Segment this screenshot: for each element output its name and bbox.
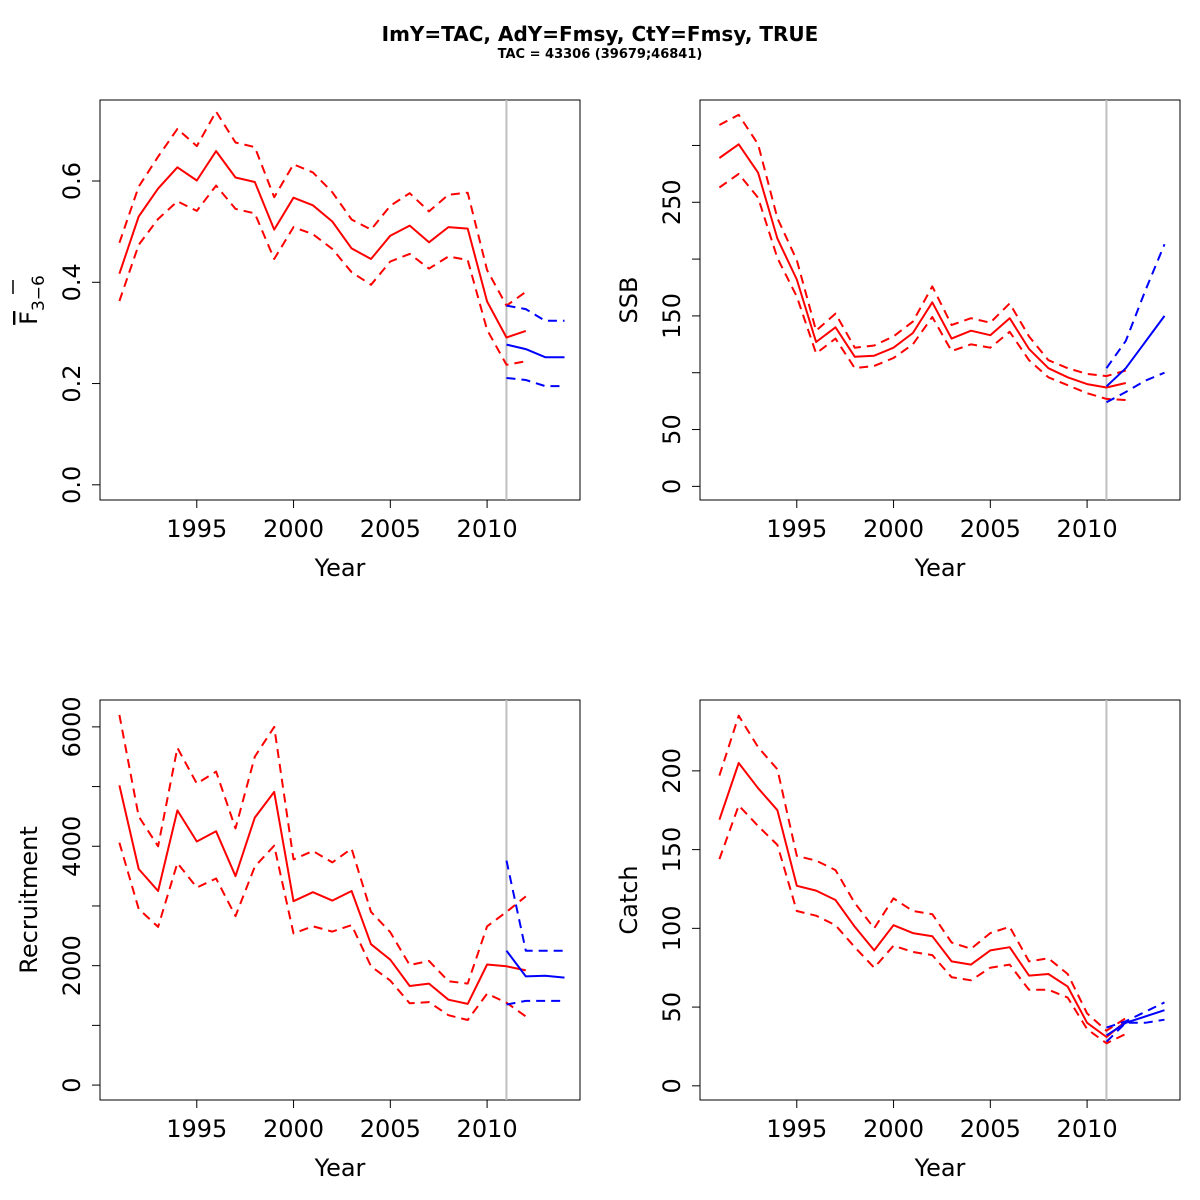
plot-frame <box>99 99 581 501</box>
y-tick-label: 50 <box>658 992 686 1023</box>
forecast-dashed-line <box>505 860 565 952</box>
forecast-solid-line <box>1105 315 1166 388</box>
forecast-solid-line <box>506 343 565 359</box>
historical-solid-line <box>118 150 527 339</box>
y-tick-label: 50 <box>658 414 686 445</box>
y-tick-label: 4000 <box>58 816 86 877</box>
x-tick-label: 2010 <box>457 515 518 543</box>
x-tick-label: 2005 <box>360 1115 421 1143</box>
plot-frame <box>699 99 1181 501</box>
forecast-dashed-line <box>506 377 565 388</box>
forecast-dashed-line <box>1105 243 1166 369</box>
historical-dashed-line <box>118 184 526 366</box>
x-tick-label: 2010 <box>457 1115 518 1143</box>
x-tick-label: 2000 <box>263 1115 324 1143</box>
forecast-dashed-line <box>1106 1001 1165 1029</box>
y-tick-label: 100 <box>658 905 686 951</box>
historical-dashed-line <box>718 113 1127 378</box>
x-tick-label: 2000 <box>863 1115 924 1143</box>
y-axis-label: Catch <box>615 865 643 934</box>
plot-frame <box>99 699 581 1101</box>
x-axis-label: Year <box>314 1154 366 1182</box>
historical-solid-line <box>718 143 1127 389</box>
y-tick-label: 0.2 <box>58 364 86 402</box>
y-tick-label: 200 <box>658 748 686 794</box>
historical-dashed-line <box>718 714 1127 1032</box>
historical-dashed-line <box>118 110 527 307</box>
main-title: ImY=TAC, AdY=Fmsy, CtY=Fmsy, TRUE <box>381 22 819 46</box>
x-axis-label: Year <box>914 554 966 582</box>
y-tick-label: 0.6 <box>58 162 86 200</box>
recruitment-panel: 1995 2000 2005 2010 0 2000 4000 6000 Year Recruit… <box>15 696 581 1182</box>
x-tick-label: 1995 <box>766 515 827 543</box>
y-axis-label: F3−6 <box>15 275 49 325</box>
y-tick-label: 250 <box>658 179 686 225</box>
forecast-solid-line <box>505 950 565 979</box>
y-tick-label: 150 <box>658 293 686 339</box>
y-tick-label: 6000 <box>58 696 86 757</box>
x-tick-label: 1995 <box>166 515 227 543</box>
y-tick-label: 0 <box>658 1078 686 1093</box>
historical-dashed-line <box>718 804 1127 1045</box>
y-tick-label: 150 <box>658 827 686 873</box>
forecast-dashed-line <box>1105 1018 1165 1043</box>
x-tick-label: 2000 <box>863 515 924 543</box>
historical-dashed-line <box>118 842 527 1021</box>
ssb-panel: 1995 2000 2005 2010 0 50 150 250 Year SSB <box>615 99 1181 582</box>
forecast-dashed-line <box>506 999 565 1006</box>
historical-dashed-line <box>718 172 1126 401</box>
historical-solid-line <box>118 785 527 1005</box>
forecast-dashed-line <box>506 304 565 322</box>
x-tick-label: 2000 <box>263 515 324 543</box>
y-tick-label: 0 <box>658 479 686 494</box>
plot-frame <box>699 699 1181 1101</box>
y-tick-label: 0.4 <box>58 263 86 301</box>
y-axis-label: Recruitment <box>15 826 43 973</box>
y-tick-label: 2000 <box>58 935 86 996</box>
historical-dashed-line <box>118 714 527 985</box>
forecast-solid-line <box>1105 1009 1165 1037</box>
x-axis-label: Year <box>914 1154 966 1182</box>
x-tick-label: 2005 <box>960 515 1021 543</box>
catch-panel: 1995 2000 2005 2010 0 50 100 150 200 Year Catch <box>615 699 1181 1182</box>
y-tick-label: 0 <box>58 1077 86 1092</box>
historical-solid-line <box>718 762 1127 1038</box>
x-tick-label: 1995 <box>166 1115 227 1143</box>
y-tick-label: 0.0 <box>58 466 86 504</box>
x-axis-label: Year <box>314 554 366 582</box>
x-tick-label: 2005 <box>360 515 421 543</box>
x-tick-label: 2010 <box>1057 1115 1118 1143</box>
forecast-dashed-line <box>1106 371 1165 404</box>
x-tick-label: 2010 <box>1057 515 1118 543</box>
x-tick-label: 2005 <box>960 1115 1021 1143</box>
x-tick-label: 1995 <box>766 1115 827 1143</box>
f-panel: 1995 2000 2005 2010 0.0 0.2 0.4 0.6 Year F3−6 <box>12 99 581 582</box>
y-axis-label: SSB <box>615 277 643 324</box>
main-subtitle: TAC = 43306 (39679;46841) <box>497 47 703 62</box>
